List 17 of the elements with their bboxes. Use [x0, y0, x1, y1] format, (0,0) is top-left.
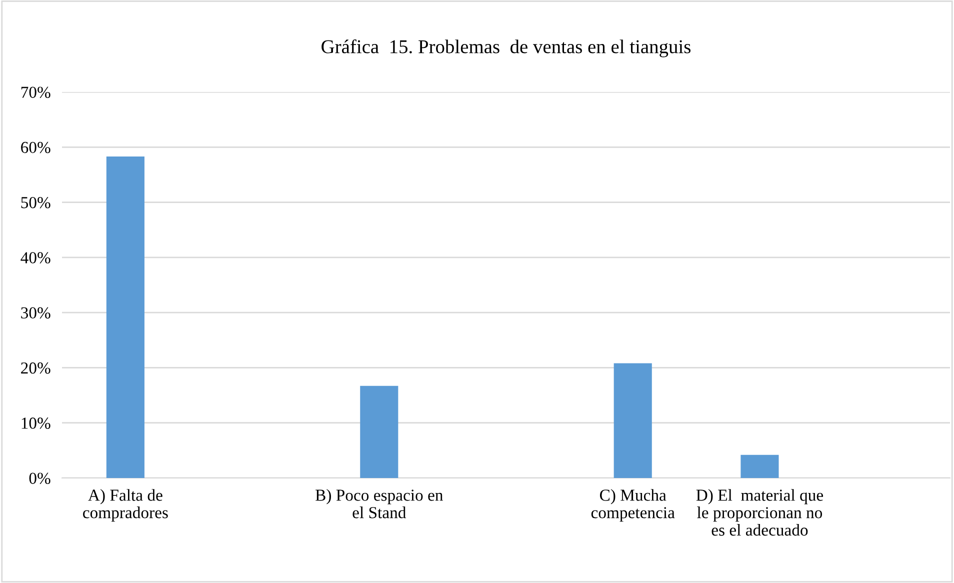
bar: [740, 454, 779, 478]
x-tick-label: A) Falta de compradores: [83, 489, 168, 522]
y-tick-label: 50%: [21, 196, 50, 208]
bar: [614, 363, 652, 478]
chart-title: Gráfica 15. Problemas de ventas en el tianguis: [322, 39, 690, 58]
y-tick-label: 40%: [20, 252, 50, 264]
y-tick-label: 20%: [21, 362, 50, 374]
x-tick-label: C) Mucha competencia: [591, 489, 675, 522]
y-tick-label: 10%: [22, 418, 50, 429]
x-tick-label: D) El material que le proporcionan no es el adecuado: [696, 489, 823, 536]
y-tick-label: 60%: [21, 142, 50, 154]
bar: [106, 156, 144, 478]
y-tick-label: 0%: [29, 472, 50, 484]
y-tick-label: 30%: [21, 307, 50, 319]
y-tick-label: 70%: [21, 86, 50, 98]
bar: [360, 386, 398, 478]
x-tick-label: B) Poco espacio en el Stand: [316, 489, 443, 518]
